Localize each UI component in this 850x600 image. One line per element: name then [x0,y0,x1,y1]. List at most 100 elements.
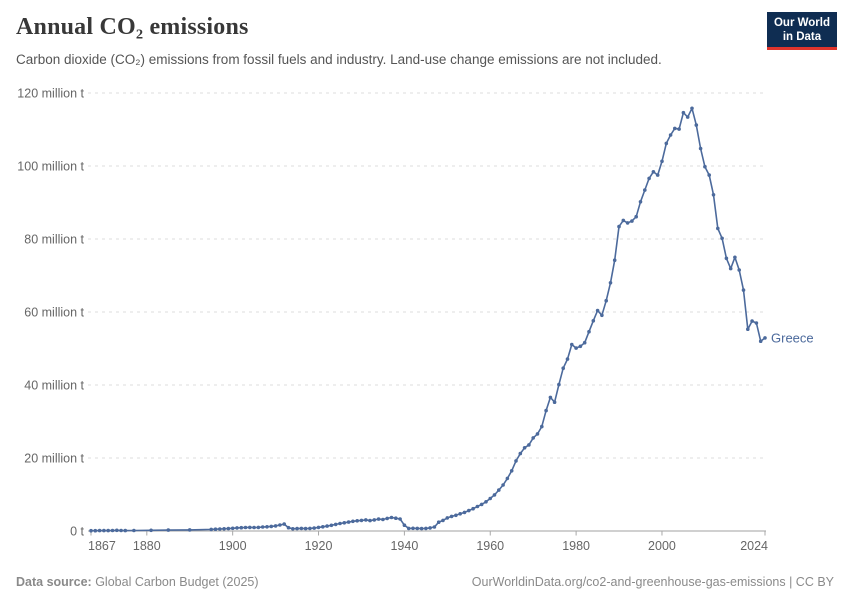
data-point[interactable] [149,528,153,533]
data-point[interactable] [432,525,437,529]
data-point[interactable] [497,488,501,492]
data-point[interactable] [758,339,763,344]
data-point[interactable] [398,517,402,521]
data-point[interactable] [123,528,128,533]
data-point[interactable] [269,524,274,529]
data-point[interactable] [102,528,106,533]
data-point[interactable] [381,517,385,522]
data-point[interactable] [660,159,664,164]
data-point[interactable] [733,255,737,260]
data-point[interactable] [248,525,252,530]
data-point[interactable] [685,115,690,119]
data-point[interactable] [291,527,295,531]
data-point[interactable] [226,526,231,531]
data-point[interactable] [436,520,441,524]
data-point[interactable] [479,502,484,507]
data-point[interactable] [385,516,390,521]
data-point[interactable] [321,525,325,529]
data-point[interactable] [582,340,587,345]
data-point[interactable] [527,443,531,447]
data-point[interactable] [578,344,583,349]
data-point[interactable] [394,516,398,520]
data-point[interactable] [552,400,557,405]
data-point[interactable] [707,173,711,177]
data-point[interactable] [295,526,299,531]
data-point[interactable] [187,528,192,532]
data-point[interactable] [97,528,102,533]
data-point[interactable] [698,146,703,151]
data-point[interactable] [119,528,123,533]
data-point[interactable] [681,110,686,115]
data-point[interactable] [273,524,278,528]
data-point[interactable] [544,408,548,413]
data-point[interactable] [419,526,424,531]
data-point[interactable] [230,526,235,531]
data-point[interactable] [677,127,681,131]
data-point[interactable] [286,525,291,530]
data-point[interactable] [449,514,454,519]
data-point[interactable] [372,518,377,522]
data-point[interactable] [509,469,514,473]
data-point[interactable] [475,504,480,509]
data-point[interactable] [166,528,171,532]
owid-logo[interactable]: Our World in Data [766,12,837,50]
data-point[interactable] [303,526,308,531]
data-point[interactable] [750,319,754,323]
data-point[interactable] [235,526,239,530]
data-point[interactable] [535,432,540,436]
data-point[interactable] [333,522,338,527]
data-point[interactable] [329,523,334,528]
data-point[interactable] [454,513,458,518]
data-point[interactable] [694,123,699,127]
data-point[interactable] [282,522,287,526]
data-point[interactable] [406,526,411,531]
data-point[interactable] [106,528,110,533]
data-point[interactable] [737,268,741,272]
data-point[interactable] [703,164,707,169]
data-point[interactable] [209,527,213,532]
data-point[interactable] [612,258,617,263]
data-point[interactable] [664,141,669,146]
data-point[interactable] [754,321,759,325]
data-point[interactable] [338,521,342,526]
data-point[interactable] [115,528,119,533]
data-point[interactable] [428,526,432,530]
data-point[interactable] [260,525,265,529]
data-point[interactable] [299,526,304,531]
data-point[interactable] [488,496,493,501]
data-point[interactable] [110,528,115,533]
data-point[interactable] [711,193,716,197]
owid-citation-link[interactable]: OurWorldinData.org/co2-and-greenhouse-ga… [471,575,834,589]
data-point[interactable] [673,126,677,131]
data-point[interactable] [690,106,694,111]
data-point[interactable] [561,366,565,371]
data-point[interactable] [655,173,660,177]
data-point[interactable] [638,200,643,204]
data-point[interactable] [630,219,634,223]
data-point[interactable] [351,519,355,524]
data-point[interactable] [484,500,488,504]
data-point[interactable] [522,446,527,450]
data-point[interactable] [720,236,724,241]
data-point[interactable] [243,525,248,530]
data-point[interactable] [278,523,282,527]
data-point[interactable] [376,517,381,521]
data-point[interactable] [213,527,218,531]
data-point[interactable] [316,525,321,530]
data-point[interactable] [763,336,767,340]
data-point[interactable] [505,476,510,481]
data-point[interactable] [471,506,475,511]
data-point[interactable] [93,528,98,533]
data-point[interactable] [724,256,729,261]
data-point[interactable] [617,224,621,229]
data-point[interactable] [540,424,544,429]
data-point[interactable] [647,176,651,181]
data-point[interactable] [604,298,608,303]
data-point[interactable] [728,266,733,271]
data-point[interactable] [746,327,750,332]
data-point[interactable] [342,521,347,525]
data-point[interactable] [402,523,407,527]
data-point[interactable] [346,520,351,524]
data-point[interactable] [716,226,720,231]
